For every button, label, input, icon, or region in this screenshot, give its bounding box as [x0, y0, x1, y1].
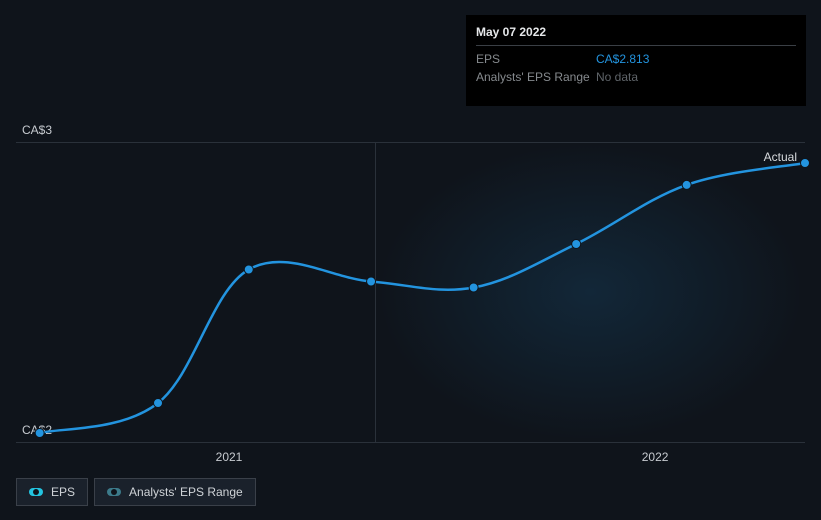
x-axis-label: 2022: [642, 450, 669, 464]
legend-label: Analysts' EPS Range: [129, 485, 243, 499]
chart-legend: EPS Analysts' EPS Range: [16, 478, 256, 506]
legend-swatch: [107, 488, 121, 496]
legend-label: EPS: [51, 485, 75, 499]
tooltip-value: CA$2.813: [596, 52, 649, 66]
tooltip-key: EPS: [476, 52, 596, 66]
gridline: [16, 442, 805, 443]
legend-item[interactable]: Analysts' EPS Range: [94, 478, 256, 506]
tooltip-value: No data: [596, 70, 638, 84]
data-point[interactable]: [572, 240, 581, 249]
legend-swatch: [29, 488, 43, 496]
data-point[interactable]: [154, 399, 163, 408]
data-point[interactable]: [244, 265, 253, 274]
tooltip-row: Analysts' EPS RangeNo data: [476, 68, 796, 86]
data-point[interactable]: [35, 429, 44, 438]
x-axis-label: 2021: [216, 450, 243, 464]
chart-plot-area[interactable]: Actual: [16, 142, 805, 442]
data-point[interactable]: [801, 159, 810, 168]
legend-item[interactable]: EPS: [16, 478, 88, 506]
data-point[interactable]: [682, 180, 691, 189]
tooltip-key: Analysts' EPS Range: [476, 70, 596, 84]
eps-line: [16, 142, 805, 442]
chart-tooltip: May 07 2022 EPSCA$2.813Analysts' EPS Ran…: [466, 15, 806, 106]
data-point[interactable]: [367, 277, 376, 286]
y-axis-label: CA$3: [22, 123, 52, 137]
tooltip-row: EPSCA$2.813: [476, 50, 796, 68]
eps-chart: May 07 2022 EPSCA$2.813Analysts' EPS Ran…: [0, 0, 821, 520]
data-point[interactable]: [469, 283, 478, 292]
tooltip-date: May 07 2022: [476, 23, 796, 46]
